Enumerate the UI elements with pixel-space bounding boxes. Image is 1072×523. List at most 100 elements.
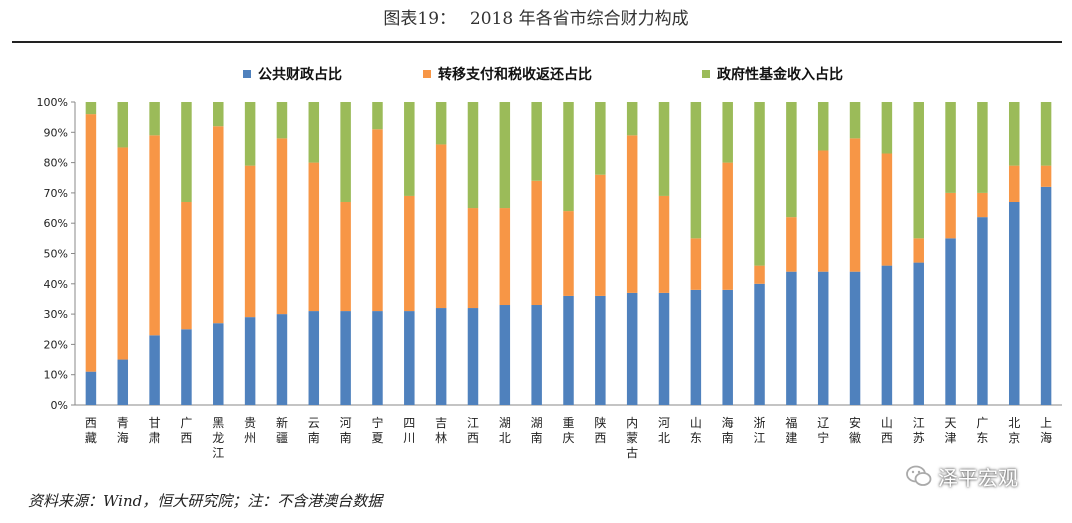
x-tick-label: 重庆: [562, 416, 574, 445]
x-tick-label: 浙江: [754, 416, 766, 445]
bar-segment-2: [117, 147, 129, 360]
bar-segment-3: [435, 102, 447, 145]
bar-segment-3: [149, 102, 160, 136]
x-tick-label: 江苏: [913, 416, 925, 445]
bar-segment-2: [1008, 165, 1020, 202]
x-tick-label: 天津: [945, 416, 957, 445]
x-tick-label: 山西: [881, 416, 893, 445]
x-tick-label: 西藏: [85, 416, 97, 445]
bar-segment-1: [913, 262, 924, 405]
bar-segment-3: [340, 102, 351, 202]
x-tick-label: 云南: [308, 416, 320, 445]
bar-segment-1: [786, 271, 797, 405]
bar-segment-3: [276, 102, 288, 139]
bar-segment-3: [213, 102, 224, 127]
x-tick-label: 四川: [403, 416, 415, 445]
bar-segment-3: [244, 102, 256, 166]
bar-segment-1: [722, 289, 733, 405]
x-tick-label: 山东: [690, 416, 702, 445]
bar-segment-1: [1008, 201, 1020, 405]
bar-segment-3: [563, 102, 574, 212]
y-tick-label: 50%: [44, 248, 68, 261]
x-tick-label: 北京: [1008, 416, 1020, 445]
y-tick-label: 100%: [37, 96, 68, 109]
y-tick-label: 80%: [44, 157, 68, 170]
bar-segment-1: [626, 292, 638, 405]
bar-segment-2: [372, 129, 383, 312]
bar-segment-3: [531, 102, 542, 181]
bar-segment-1: [435, 308, 447, 405]
bar-segment-3: [626, 102, 638, 136]
bar-segment-3: [817, 102, 829, 151]
legend-swatch: [423, 70, 431, 78]
y-axis: 0% 10% 20% 30% 40% 50% 60% 70% 80% 90% 100%: [37, 96, 1062, 412]
bar-series: [85, 102, 1052, 405]
bar-segment-2: [945, 192, 956, 239]
legend-label: 政府性基金收入占比: [717, 66, 843, 83]
bar-segment-2: [849, 138, 861, 272]
bar-segment-1: [690, 289, 702, 405]
bar-segment-3: [913, 102, 924, 239]
bar-segment-3: [977, 102, 988, 193]
bar-segment-3: [945, 102, 956, 193]
x-tick-label: 河南: [340, 416, 352, 445]
bar-segment-3: [849, 102, 861, 139]
wechat-icon: [906, 465, 932, 486]
chart-legend: 公共财政占比 转移支付和税收返还占比 政府性基金收入占比: [243, 66, 843, 83]
x-tick-label: 宁夏: [371, 415, 383, 445]
bar-segment-3: [786, 102, 797, 218]
bar-segment-1: [149, 335, 160, 405]
x-tick-label: 广西: [180, 416, 192, 445]
bar-segment-1: [658, 292, 670, 405]
x-tick-label: 江西: [467, 416, 479, 445]
x-tick-label: 河北: [658, 416, 670, 445]
watermark: 泽平宏观: [906, 462, 1018, 490]
bar-segment-2: [181, 201, 192, 330]
bar-segment-2: [340, 201, 351, 312]
bar-segment-3: [499, 102, 511, 209]
bar-segment-2: [531, 180, 542, 306]
x-tick-label: 黑龙江: [212, 416, 224, 460]
legend-label: 转移支付和税收返还占比: [438, 66, 592, 83]
bar-segment-3: [1040, 102, 1052, 166]
bar-segment-2: [690, 238, 702, 290]
y-tick-label: 20%: [44, 338, 68, 351]
x-tick-label: 福建: [785, 415, 797, 445]
bar-segment-3: [722, 102, 733, 163]
source-note: 资料来源：Wind，恒大研究院；注：不含港澳台数据: [28, 492, 383, 510]
x-tick-label: 甘肃: [149, 416, 161, 445]
x-tick-label: 辽宁: [817, 416, 829, 445]
bar-segment-1: [372, 311, 383, 405]
bar-segment-3: [117, 102, 129, 148]
bar-segment-2: [85, 114, 97, 372]
bar-segment-2: [658, 195, 670, 293]
bar-segment-2: [435, 144, 447, 309]
bar-segment-2: [722, 162, 733, 290]
legend-swatch: [702, 70, 710, 78]
y-tick-label: 30%: [44, 308, 68, 321]
bar-segment-2: [149, 135, 160, 336]
x-tick-label: 安徽: [849, 415, 861, 445]
x-tick-label: 内蒙古: [626, 416, 638, 460]
bar-segment-1: [117, 359, 129, 405]
bar-segment-1: [85, 371, 97, 405]
bar-segment-3: [658, 102, 670, 196]
figure-title: 图表19： 2018 年各省市综合财力构成: [383, 9, 689, 29]
y-tick-label: 70%: [44, 187, 68, 200]
bar-segment-3: [308, 102, 320, 163]
bar-segment-1: [499, 305, 511, 405]
x-tick-label: 贵州: [244, 416, 256, 445]
title-divider: [12, 41, 1062, 43]
legend-swatch: [243, 70, 251, 78]
bar-segment-2: [563, 211, 574, 296]
bar-segment-2: [786, 217, 797, 272]
bar-segment-1: [531, 305, 542, 405]
bar-segment-2: [499, 208, 511, 306]
bar-segment-1: [849, 271, 861, 405]
bar-segment-2: [913, 238, 924, 263]
x-tick-label: 上海: [1040, 416, 1052, 445]
bar-segment-1: [467, 308, 479, 405]
bar-segment-1: [1040, 186, 1052, 405]
x-tick-label: 青海: [117, 416, 129, 445]
bar-segment-2: [308, 162, 320, 312]
